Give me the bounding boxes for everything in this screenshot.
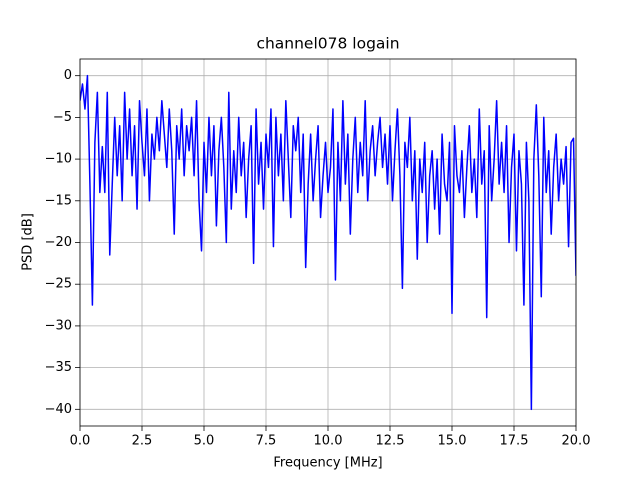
y-axis-label: PSD [dB] — [21, 213, 36, 271]
x-tick-label: 17.5 — [500, 434, 529, 449]
chart-title: channel078 logain — [256, 35, 399, 53]
y-tick-label: −20 — [45, 235, 72, 250]
x-tick-label: 0.0 — [70, 434, 91, 449]
y-tick-label: 0 — [64, 68, 72, 83]
y-tick-label: −40 — [45, 402, 72, 417]
x-tick-label: 7.5 — [256, 434, 277, 449]
x-tick-label: 15.0 — [438, 434, 467, 449]
x-tick-label: 10.0 — [314, 434, 343, 449]
y-tick-label: −15 — [45, 193, 72, 208]
x-tick-label: 20.0 — [562, 434, 591, 449]
x-tick-label: 2.5 — [132, 434, 153, 449]
y-tick-label: −25 — [45, 277, 72, 292]
y-tick-label: −30 — [45, 318, 72, 333]
plot-frame — [79, 58, 577, 427]
x-axis-label: Frequency [MHz] — [273, 456, 382, 471]
x-tick-label: 5.0 — [194, 434, 215, 449]
x-tick-label: 12.5 — [376, 434, 405, 449]
y-tick-label: −5 — [53, 110, 72, 125]
y-tick-label: −35 — [45, 360, 72, 375]
data-line — [80, 74, 576, 411]
y-tick-label: −10 — [45, 152, 72, 167]
